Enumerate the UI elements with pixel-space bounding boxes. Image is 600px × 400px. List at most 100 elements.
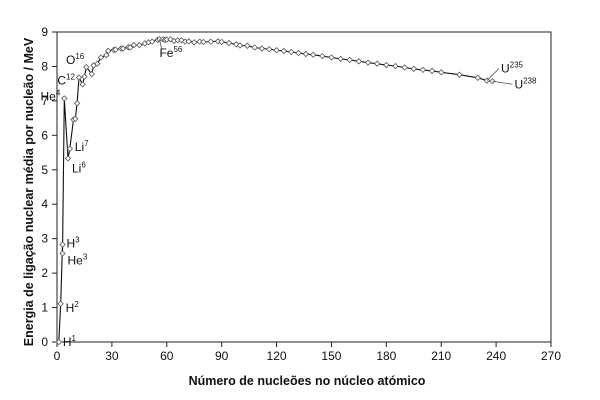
data-point	[97, 54, 105, 61]
data-point	[236, 42, 244, 49]
data-point	[200, 38, 207, 46]
mass-number: 3	[83, 252, 88, 261]
x-tick-label: 150	[321, 349, 341, 363]
data-point	[319, 52, 326, 60]
y-tick-label: 9	[41, 25, 48, 39]
nucleus-label: Li6	[72, 160, 86, 175]
x-tick-label: 210	[431, 349, 451, 363]
x-axis-title: Número de nucleões no núcleo atómico	[189, 374, 426, 388]
data-point	[474, 74, 481, 81]
data-point	[185, 38, 192, 45]
data-point	[79, 81, 86, 88]
data-point	[280, 47, 288, 55]
data-point	[364, 59, 372, 66]
data-point	[295, 49, 302, 57]
data-point	[73, 100, 81, 107]
data-point	[273, 47, 280, 54]
mass-number: 238	[523, 76, 537, 85]
data-point	[59, 250, 66, 257]
data-point	[148, 38, 156, 45]
data-point	[55, 338, 62, 346]
leader-line	[492, 80, 513, 85]
nucleus-symbol: Li	[72, 161, 81, 175]
y-tick-label: 6	[41, 128, 48, 142]
nucleus-label: C12	[57, 72, 75, 87]
data-point	[66, 145, 73, 152]
mass-number: 16	[75, 52, 84, 61]
data-point	[112, 46, 119, 53]
nucleus-symbol: C	[57, 73, 66, 87]
data-point	[59, 241, 66, 248]
leader-line	[486, 68, 500, 81]
nucleus-label: U235	[501, 61, 524, 76]
nucleus-label: Li7	[75, 139, 89, 154]
data-point	[302, 50, 309, 58]
chart-axes	[56, 31, 552, 343]
nucleus-symbol: U	[501, 62, 510, 76]
data-point	[191, 39, 198, 46]
x-tick-label: 0	[54, 349, 61, 363]
mass-number: 235	[510, 61, 524, 70]
y-tick-label: 8	[41, 59, 48, 73]
x-tick-label: 270	[541, 349, 561, 363]
mass-number: 2	[74, 300, 79, 309]
y-tick-label: 2	[41, 266, 48, 280]
data-point	[401, 64, 408, 71]
data-point	[258, 45, 266, 52]
y-tick-label: 1	[41, 301, 48, 315]
nucleus-label: H1	[63, 334, 77, 349]
x-tick-label: 30	[105, 349, 119, 363]
chart-series	[55, 36, 496, 346]
data-point	[75, 74, 83, 81]
nucleus-symbol: O	[66, 53, 75, 67]
data-point	[136, 41, 143, 49]
y-tick-label: 4	[41, 197, 48, 211]
data-point	[346, 56, 353, 64]
data-point	[81, 73, 88, 80]
data-point	[410, 65, 417, 73]
y-tick-label: 5	[41, 163, 48, 177]
x-tick-label: 180	[376, 349, 396, 363]
nucleus-symbol: H	[66, 237, 75, 251]
nucleus-symbol: Fe	[159, 46, 173, 60]
nucleus-label: O16	[66, 52, 85, 67]
mass-number: 56	[173, 45, 182, 54]
data-point	[218, 38, 225, 46]
data-point	[244, 42, 251, 49]
data-point	[337, 55, 344, 63]
nucleus-label: He4	[41, 88, 61, 103]
x-tick-label: 90	[215, 349, 229, 363]
nucleus-symbol: He	[41, 89, 57, 103]
data-point	[83, 63, 90, 71]
data-point	[61, 95, 68, 102]
data-point	[355, 58, 363, 65]
data-point	[288, 48, 295, 56]
data-point	[103, 51, 110, 59]
nucleus-symbol: H	[63, 335, 72, 349]
data-point	[251, 44, 258, 51]
series-line	[58, 38, 493, 343]
nucleus-symbol: H	[66, 301, 75, 315]
mass-number: 4	[56, 88, 61, 97]
y-tick-label: 3	[41, 232, 48, 246]
data-point	[105, 47, 112, 55]
data-point	[328, 54, 335, 61]
nucleus-label: Fe56	[159, 45, 182, 60]
data-point	[225, 39, 233, 47]
nucleus-label: H3	[66, 236, 80, 251]
data-point	[419, 66, 427, 74]
data-point	[57, 300, 64, 307]
nucleus-label: U238	[514, 76, 537, 91]
mass-number: 3	[75, 236, 80, 245]
y-tick-label: 7	[41, 94, 48, 108]
mass-number: 6	[81, 160, 86, 169]
data-point	[428, 67, 436, 75]
data-point	[383, 61, 390, 69]
data-point	[456, 71, 463, 78]
data-point	[94, 60, 101, 67]
data-point	[64, 155, 72, 162]
data-point	[214, 38, 222, 45]
